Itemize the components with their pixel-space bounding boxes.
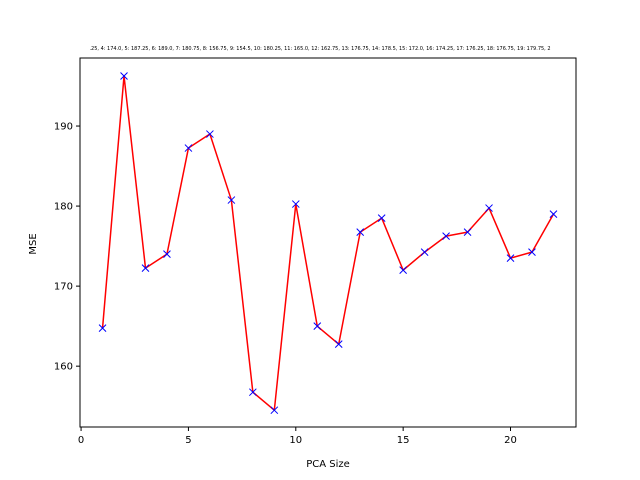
y-tick-label: 180: [54, 202, 73, 213]
x-axis-label: PCA Size: [306, 459, 350, 470]
x-tick-label: 0: [78, 435, 84, 446]
data-point-marker: [442, 232, 450, 240]
data-point-marker: [227, 196, 236, 204]
data-point-marker: [313, 322, 322, 330]
y-tick-label: 190: [54, 122, 73, 133]
x-tick-label: 20: [504, 435, 517, 446]
data-point-marker: [206, 130, 214, 138]
data-point-marker: [528, 248, 536, 256]
y-axis-ticks: 160 170 180 190: [54, 122, 80, 373]
x-tick-label: 10: [289, 435, 302, 446]
data-point-marker: [334, 340, 343, 349]
data-point-marker: [120, 72, 128, 80]
data-point-marker: [356, 228, 365, 236]
x-tick-label: 15: [397, 435, 410, 446]
plot-area: [79, 57, 577, 428]
data-point-marker: [163, 250, 171, 258]
data-point-marker: [485, 204, 493, 212]
series-layer: [98, 72, 558, 415]
data-point-marker: [141, 264, 150, 272]
data-point-marker: [506, 254, 515, 262]
x-tick-label: 5: [185, 435, 191, 446]
y-tick-label: 170: [54, 282, 73, 293]
data-point-marker: [98, 324, 107, 332]
data-point-marker: [248, 388, 257, 397]
data-point-marker: [377, 214, 386, 222]
chart-title: .25, 4: 174.0, 5: 187.25, 6: 189.0, 7: 1…: [89, 46, 550, 52]
series-line: [101, 75, 555, 411]
x-axis-ticks: 0 5 10 15 20: [78, 427, 517, 446]
data-point-marker: [420, 248, 429, 256]
data-point-marker: [399, 266, 408, 274]
data-point-marker: [463, 228, 472, 236]
y-tick-label: 160: [54, 362, 73, 373]
data-point-marker: [291, 200, 300, 208]
data-point-marker: [549, 210, 558, 218]
data-point-marker: [270, 406, 279, 415]
data-point-marker: [184, 144, 193, 152]
plot-frame: [79, 57, 577, 428]
y-axis-label: MSE: [28, 233, 39, 254]
